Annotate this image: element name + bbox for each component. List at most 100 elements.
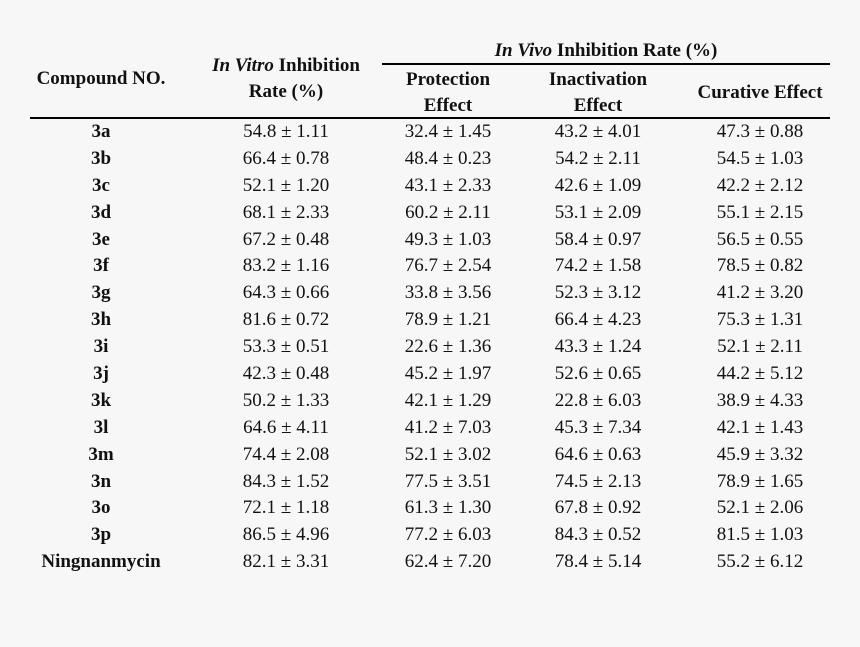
in-vitro-cell: 54.8 ± 1.11 <box>243 121 329 142</box>
compound-cell: 3i <box>93 336 109 358</box>
header-inactivation-line1: Inactivation <box>548 69 648 90</box>
curative-cell: 44.2 ± 5.12 <box>716 363 804 385</box>
compound-cell: 3o <box>91 497 111 519</box>
table-row: 3n 84.3 ± 1.52 77.5 ± 3.51 74.5 ± 2.13 78.9 … <box>0 469 860 496</box>
compound-cell: 3c <box>92 174 110 196</box>
compound-cell: 3j <box>93 363 109 385</box>
in-vitro-cell: 42.3 ± 0.48 <box>242 363 330 385</box>
curative-cell: 78.5 ± 0.82 <box>716 255 804 277</box>
curative-cell: 47.3 ± 0.88 <box>716 121 804 142</box>
compound-cell: 3k <box>90 389 112 411</box>
header-in-vitro-line1: In Vitro Inhibition <box>190 53 382 79</box>
table-row: 3k 50.2 ± 1.33 42.1 ± 1.29 22.8 ± 6.03 38.9 … <box>0 388 860 415</box>
compound-cell: Ningnanmycin <box>41 551 161 573</box>
inactivation-cell: 52.6 ± 0.65 <box>554 363 642 385</box>
protection-cell: 77.2 ± 6.03 <box>404 524 492 546</box>
in-vitro-cell: 84.3 ± 1.52 <box>242 470 330 492</box>
compound-cell: 3g <box>91 282 111 304</box>
inactivation-cell: 54.2 ± 2.11 <box>555 147 641 169</box>
header-in-vitro: In Vitro Inhibition Rate (%) <box>190 53 382 105</box>
curative-cell: 55.2 ± 6.12 <box>716 551 804 573</box>
inactivation-cell: 74.2 ± 1.58 <box>554 255 642 277</box>
header-protection-line2: Effect <box>423 95 473 116</box>
header-in-vitro-line2: Rate (%) <box>248 81 324 102</box>
inactivation-cell: 53.1 ± 2.09 <box>554 201 642 223</box>
in-vitro-cell: 50.2 ± 1.33 <box>242 389 330 411</box>
header-compound: Compound NO. <box>36 68 166 89</box>
compound-cell: 3p <box>90 524 112 546</box>
in-vitro-cell: 67.2 ± 0.48 <box>242 228 330 250</box>
inactivation-cell: 43.3 ± 1.24 <box>554 336 642 358</box>
protection-cell: 42.1 ± 1.29 <box>404 389 492 411</box>
curative-cell: 54.5 ± 1.03 <box>716 147 804 169</box>
in-vitro-cell: 53.3 ± 0.51 <box>242 336 330 358</box>
curative-cell: 52.1 ± 2.11 <box>717 336 803 358</box>
header-in-vivo: In Vivo Inhibition Rate (%) <box>382 38 830 64</box>
inactivation-cell: 66.4 ± 4.23 <box>554 309 642 331</box>
protection-cell: 61.3 ± 1.30 <box>404 497 492 519</box>
protection-cell: 33.8 ± 3.56 <box>404 282 492 304</box>
curative-cell: 42.2 ± 2.12 <box>716 174 804 196</box>
curative-cell: 38.9 ± 4.33 <box>716 389 804 411</box>
compound-cell: 3b <box>90 147 112 169</box>
table-row: 3b 66.4 ± 0.78 48.4 ± 0.23 54.2 ± 2.11 54.5 … <box>0 146 860 173</box>
protection-cell: 49.3 ± 1.03 <box>404 228 492 250</box>
curative-cell: 52.1 ± 2.06 <box>716 497 804 519</box>
protection-cell: 78.9 ± 1.21 <box>404 309 492 331</box>
table-row: 3c 52.1 ± 1.20 43.1 ± 2.33 42.6 ± 1.09 42.2 … <box>0 173 860 200</box>
protection-cell: 77.5 ± 3.51 <box>404 470 492 492</box>
compound-cell: 3l <box>93 416 109 438</box>
inactivation-cell: 42.6 ± 1.09 <box>554 174 642 196</box>
table-row: Ningnanmycin 82.1 ± 3.31 62.4 ± 7.20 78.4 ±… <box>0 549 860 576</box>
header-in-vitro-italic: In Vitro <box>212 55 274 76</box>
header-inactivation-line2: Effect <box>573 95 623 116</box>
protection-cell: 60.2 ± 2.11 <box>405 201 491 223</box>
compound-cell: 3n <box>90 470 112 492</box>
in-vitro-cell: 52.1 ± 1.20 <box>242 174 330 196</box>
curative-cell: 78.9 ± 1.65 <box>716 470 804 492</box>
compound-cell: 3h <box>90 309 112 331</box>
inactivation-cell: 43.2 ± 4.01 <box>554 121 642 142</box>
header-inactivation-effect: Inactivation Effect <box>526 67 670 119</box>
compound-cell: 3e <box>92 228 110 250</box>
in-vitro-cell: 64.3 ± 0.66 <box>242 282 330 304</box>
table-row: 3h 81.6 ± 0.72 78.9 ± 1.21 66.4 ± 4.23 75.3 … <box>0 307 860 334</box>
table-row: 3e 67.2 ± 0.48 49.3 ± 1.03 58.4 ± 0.97 56.5 … <box>0 227 860 254</box>
table-row: 3g 64.3 ± 0.66 33.8 ± 3.56 52.3 ± 3.12 41.2 … <box>0 280 860 307</box>
table-row: 3p 86.5 ± 4.96 77.2 ± 6.03 84.3 ± 0.52 81.5 … <box>0 522 860 549</box>
header-in-vivo-italic: In Vivo <box>494 40 553 61</box>
curative-cell: 55.1 ± 2.15 <box>716 201 804 223</box>
table-row: 3f 83.2 ± 1.16 76.7 ± 2.54 74.2 ± 1.58 78.5 … <box>0 253 860 280</box>
inactivation-cell: 58.4 ± 0.97 <box>554 228 642 250</box>
protection-cell: 45.2 ± 1.97 <box>404 363 492 385</box>
header-protection-effect: Protection Effect <box>382 67 514 119</box>
in-vitro-cell: 74.4 ± 2.08 <box>242 443 330 465</box>
inactivation-cell: 22.8 ± 6.03 <box>554 389 642 411</box>
inactivation-cell: 64.6 ± 0.63 <box>554 443 642 465</box>
curative-cell: 42.1 ± 1.43 <box>716 416 804 438</box>
in-vitro-cell: 83.2 ± 1.16 <box>242 255 330 277</box>
inactivation-cell: 74.5 ± 2.13 <box>554 470 642 492</box>
compound-cell: 3d <box>90 201 112 223</box>
in-vitro-cell: 82.1 ± 3.31 <box>242 551 330 573</box>
protection-cell: 48.4 ± 0.23 <box>404 147 492 169</box>
inactivation-cell: 84.3 ± 0.52 <box>554 524 642 546</box>
in-vitro-cell: 86.5 ± 4.96 <box>242 524 330 546</box>
header-in-vivo-rest: Inhibition Rate (%) <box>552 40 718 61</box>
in-vitro-cell: 72.1 ± 1.18 <box>242 497 330 519</box>
curative-cell: 45.9 ± 3.32 <box>716 443 804 465</box>
table-row: 3j 42.3 ± 0.48 45.2 ± 1.97 52.6 ± 0.65 44.2 … <box>0 361 860 388</box>
protection-cell: 43.1 ± 2.33 <box>404 174 492 196</box>
header-protection-line1: Protection <box>405 69 491 90</box>
curative-cell: 56.5 ± 0.55 <box>716 228 804 250</box>
in-vitro-cell: 64.6 ± 4.11 <box>243 416 329 438</box>
compound-cell: 3f <box>93 255 109 277</box>
table-row: 3a 54.8 ± 1.11 32.4 ± 1.45 43.2 ± 4.01 47.3 … <box>0 119 860 146</box>
table-row: 3l 64.6 ± 4.11 41.2 ± 7.03 45.3 ± 7.34 42.1 … <box>0 415 860 442</box>
inactivation-cell: 52.3 ± 3.12 <box>554 282 642 304</box>
curative-cell: 75.3 ± 1.31 <box>716 309 804 331</box>
table-row: 3d 68.1 ± 2.33 60.2 ± 2.11 53.1 ± 2.09 55.1 … <box>0 200 860 227</box>
in-vitro-cell: 81.6 ± 0.72 <box>242 309 330 331</box>
curative-cell: 41.2 ± 3.20 <box>716 282 804 304</box>
protection-cell: 76.7 ± 2.54 <box>404 255 492 277</box>
